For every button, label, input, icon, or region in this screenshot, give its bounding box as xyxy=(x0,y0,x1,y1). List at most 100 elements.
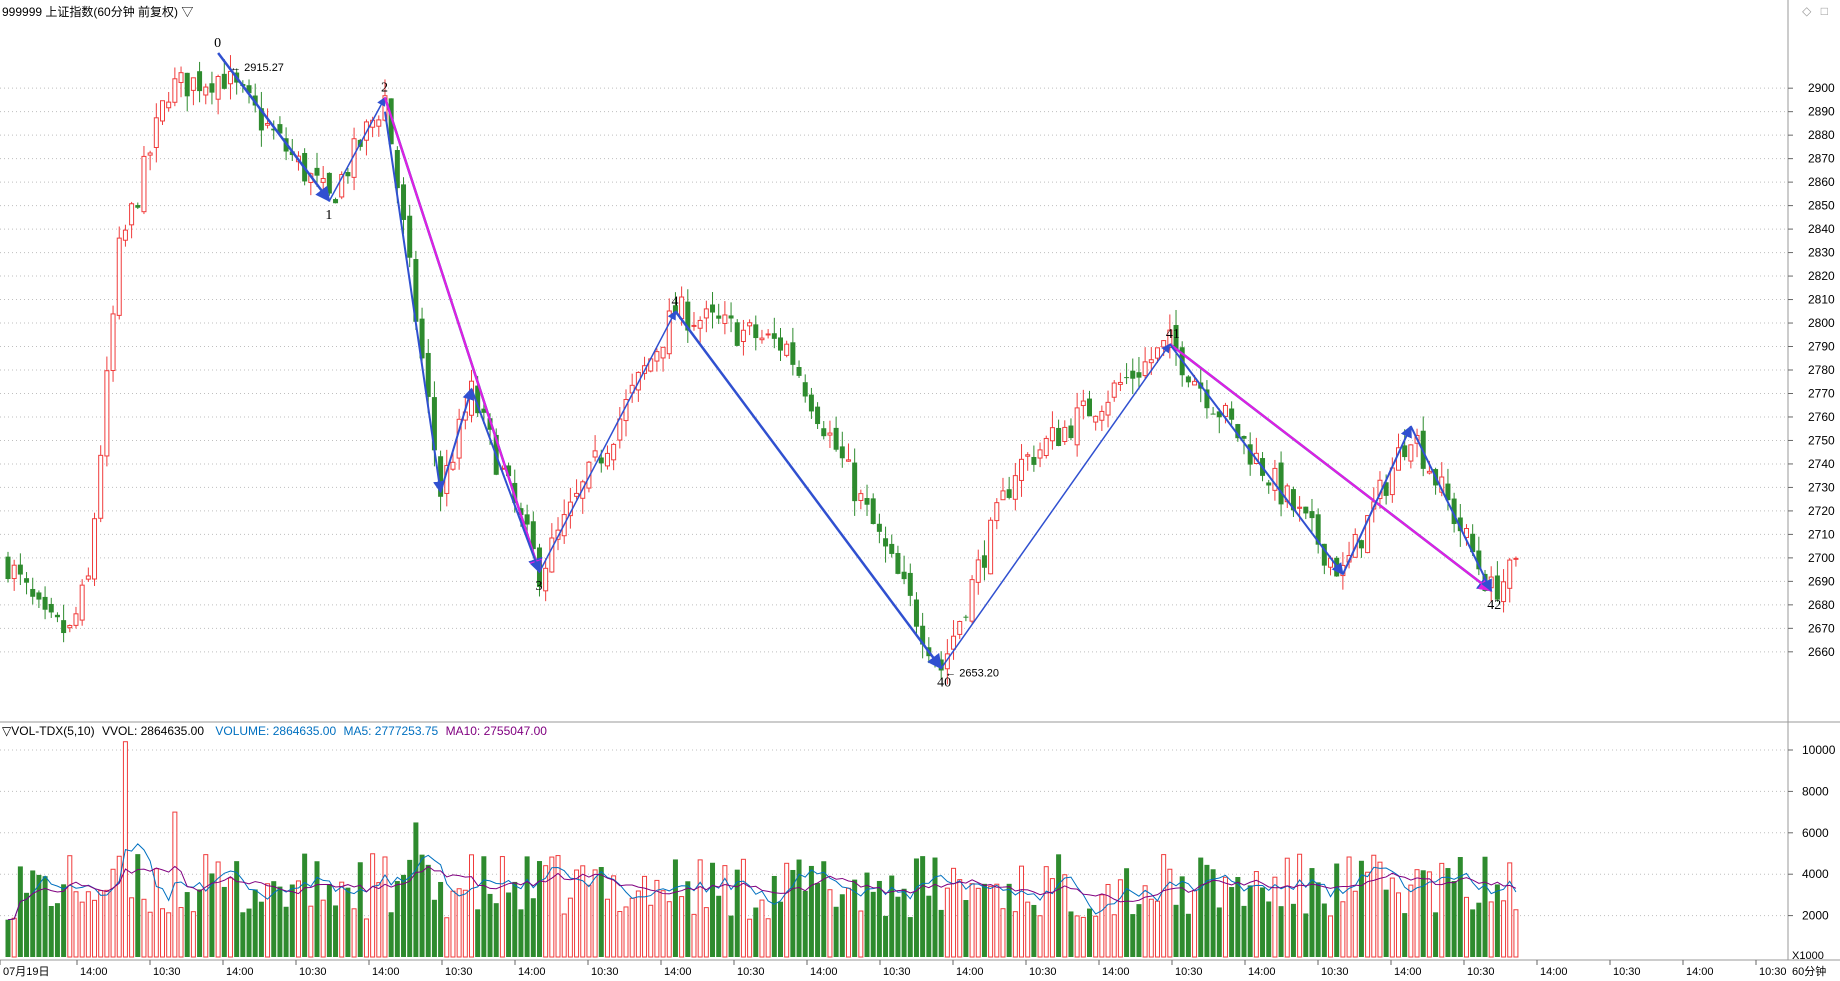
candle-body-down xyxy=(1006,489,1012,498)
volume-bar-down xyxy=(895,896,901,957)
volume-bar-down xyxy=(889,875,895,957)
candle-body-down xyxy=(1303,506,1309,514)
volume-bar-down xyxy=(1290,903,1296,957)
volume-bar-up xyxy=(697,859,703,958)
time-axis-label: 10:30 xyxy=(883,966,911,978)
candle-body-down xyxy=(1470,533,1476,553)
volume-bar-down xyxy=(524,856,530,957)
candle-body-up xyxy=(376,119,382,127)
time-axis-label: 10:30 xyxy=(445,966,473,978)
volume-bar-up xyxy=(784,862,790,958)
volume-tick-label: 4000 xyxy=(1802,867,1829,881)
volume-bar-down xyxy=(1445,868,1451,957)
volume-bar-up xyxy=(147,911,153,958)
wave-point-label: 42 xyxy=(1487,598,1501,613)
candle-body-up xyxy=(1043,437,1049,457)
candle-body-up xyxy=(957,620,963,635)
volume-bar-up xyxy=(1463,896,1469,958)
volume-bar-down xyxy=(1216,907,1222,957)
candle-body-down xyxy=(221,73,227,89)
volume-bar-up xyxy=(462,889,468,958)
volume-bar-up xyxy=(957,879,963,958)
volume-bar-down xyxy=(1470,909,1476,957)
volume-bar-down xyxy=(1241,905,1247,957)
volume-bar-down xyxy=(938,909,944,957)
volume-bar-down xyxy=(314,861,320,957)
price-tick-label: 2710 xyxy=(1808,527,1835,541)
time-axis-label: 10:30 xyxy=(1175,966,1203,978)
candle-body-up xyxy=(747,322,753,327)
price-tick-label: 2890 xyxy=(1808,105,1835,119)
candle-body-down xyxy=(901,571,907,580)
volume-tick-label: 2000 xyxy=(1802,909,1829,923)
volume-bar-down xyxy=(5,919,11,957)
volume-indicator-title[interactable]: ▽VOL-TDX(5,10) xyxy=(2,724,95,738)
candle-body-up xyxy=(1025,454,1031,457)
restore-icon[interactable]: ◇ xyxy=(1802,4,1812,18)
time-axis-label: 10:30 xyxy=(1029,966,1057,978)
volume-bar-down xyxy=(1494,884,1500,957)
volume-bar-down xyxy=(1278,906,1284,957)
volume-bar-up xyxy=(1043,866,1049,958)
wave-line-magenta xyxy=(1169,343,1493,592)
time-axis-label: 10:30 xyxy=(1467,966,1495,978)
volume-bar-down xyxy=(425,864,431,957)
candle-body-down xyxy=(815,406,821,425)
volume-bar-down xyxy=(240,912,246,957)
candle-body-up xyxy=(1297,506,1303,509)
candle-body-down xyxy=(54,614,60,618)
candle-body-up xyxy=(147,152,153,156)
candle-body-up xyxy=(1513,557,1519,560)
volume-value: VOLUME: 2864635.00 xyxy=(215,724,337,738)
volume-bar-down xyxy=(932,857,938,957)
candle-body-down xyxy=(598,457,604,464)
volume-bar-up xyxy=(1365,871,1371,958)
candle-body-up xyxy=(141,155,147,213)
volume-bar-up xyxy=(654,879,660,958)
main-panel-title[interactable]: 999999 上证指数(60分钟 前复权) ▽ xyxy=(2,3,193,20)
volume-bar-up xyxy=(85,891,91,958)
candle-body-up xyxy=(969,579,975,622)
price-tick-label: 2740 xyxy=(1808,457,1835,471)
candle-body-up xyxy=(1049,427,1055,442)
candle-body-down xyxy=(1278,462,1284,505)
candle-body-down xyxy=(438,456,444,497)
candle-body-up xyxy=(73,613,79,626)
ma5-value: MA5: 2777253.75 xyxy=(343,724,439,738)
window-controls: ◇ □ xyxy=(1796,4,1828,18)
price-tick-label: 2820 xyxy=(1808,269,1835,283)
volume-bar-up xyxy=(499,856,505,958)
volume-bar-down xyxy=(54,903,60,957)
candle-body-down xyxy=(1494,575,1500,600)
candle-body-up xyxy=(994,502,1000,522)
volume-bar-down xyxy=(271,881,277,957)
volume-bar-up xyxy=(642,875,648,958)
candle-body-down xyxy=(431,397,437,451)
candle-body-up xyxy=(1142,361,1148,377)
candle-body-up xyxy=(951,635,957,650)
title-dropdown-icon[interactable]: ▽ xyxy=(181,5,194,19)
volume-bar-up xyxy=(469,854,474,958)
candle-body-down xyxy=(1031,456,1037,465)
sub-wave-line xyxy=(1169,343,1344,576)
candle-body-down xyxy=(326,172,332,194)
time-axis-label: 14:00 xyxy=(1102,966,1130,978)
candle-body-down xyxy=(17,564,23,575)
volume-bar-up xyxy=(104,889,110,958)
candle-body-up xyxy=(98,454,104,519)
price-tick-label: 2830 xyxy=(1808,246,1835,260)
volume-bar-down xyxy=(30,870,36,957)
candle-body-up xyxy=(215,75,221,100)
price-tick-label: 2680 xyxy=(1808,598,1835,612)
candle-body-up xyxy=(592,450,598,458)
wave-point-label: 41 xyxy=(1166,327,1180,342)
price-tick-label: 2800 xyxy=(1808,316,1835,330)
volume-bar-up xyxy=(67,855,73,958)
candle-body-down xyxy=(1383,482,1389,496)
maximize-icon[interactable]: □ xyxy=(1820,4,1828,18)
volume-bar-up xyxy=(722,865,728,958)
volume-bar-up xyxy=(370,853,376,958)
time-axis-label: 10:30 xyxy=(591,966,619,978)
candle-body-up xyxy=(1272,467,1278,491)
